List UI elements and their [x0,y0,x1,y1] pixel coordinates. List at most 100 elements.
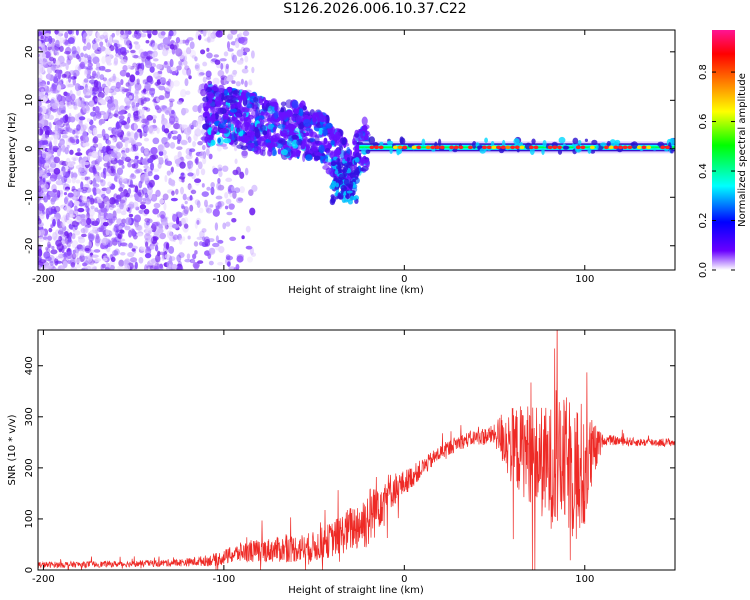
spectrum-speckle [189,49,197,58]
spectrum-speckle [240,37,248,46]
spectrum-speckle [145,221,151,226]
spectrum-blob [233,138,238,146]
spectrum-speckle [140,246,146,252]
spectrum-ridge-bump [368,136,376,145]
spectrum-speckle [157,213,161,218]
spectrum-ytick-label: -20 [24,238,35,254]
spectrum-blob [280,107,285,113]
spectrum-speckle [100,264,105,270]
spectrum-ridge-peak [453,145,459,150]
spectrum-speckle [88,152,94,158]
spectrum-tail [330,194,335,199]
spectrum-blob [208,98,213,104]
spectrum-speckle [218,170,223,178]
spectrum-speckle [131,101,135,109]
spectrum-speckle [217,201,222,208]
spectrum-speckle [40,88,45,96]
spectrum-ridge-peak [627,145,633,150]
spectrum-speckle [147,158,154,164]
spectrum-blob [246,129,255,137]
spectrum-speckle [155,189,161,197]
spectrum-ridge-peak [397,145,403,150]
colorbar: 0.0 0.2 0.4 0.6 0.8 Normalized spectral ampl… [698,30,748,278]
spectrum-blob [295,114,302,124]
spectrum-ridge-peak [430,145,436,150]
spectrum-speckle [84,176,89,181]
spectrum-speckle [38,128,44,136]
spectrum-speckle [156,63,163,70]
spectrum-tail [338,193,344,200]
spectrum-speckle [186,196,194,201]
spectrum-speckle [216,145,222,152]
spectrum-speckle [111,136,116,144]
spectrum-ridge-peak [618,145,623,150]
spectrum-speckle [133,54,139,59]
spectrum-ridge-peak [557,145,562,150]
snr-y-label: SNR (10 * v/v) [7,414,18,485]
spectrum-speckle [168,225,173,230]
spectrum-speckle [89,194,94,203]
spectrum-speckle [70,93,76,101]
spectrum-ridge-peak [528,145,534,150]
spectrum-speckle [166,170,171,176]
spectrum-speckle [226,211,233,216]
spectrum-tail [343,178,350,186]
spectrum-speckle [199,230,205,239]
spectrum-speckle [105,229,110,236]
spectrum-speckle [118,159,124,166]
spectrum-speckle [217,261,224,266]
spectrum-speckle [99,74,105,81]
spectrum-blob [205,87,213,93]
spectrum-ridge-bump [606,140,611,148]
spectrum-speckle [217,177,221,184]
spectrum-speckle [50,249,58,255]
spectrum-speckle [54,257,59,266]
spectrum-ridge-peak [369,145,375,150]
spectrum-speckle [125,105,131,109]
spectrum-blob [360,167,364,172]
spectrum-speckle [119,69,127,77]
spectrum-blob [235,127,241,133]
spectrum-speckle [152,52,156,58]
spectrum-blob [258,118,263,122]
spectrum-speckle [45,108,52,116]
spectrum-ridge-bump [356,141,364,145]
spectrum-speckle [178,238,183,245]
spectrum-speckle [194,56,198,62]
spectrum-speckle [65,186,70,191]
spectrum-speckle [50,133,57,139]
spectrum-tail [349,195,355,201]
spectrum-speckle [197,161,203,170]
spectrum-ridge-bump [652,147,657,151]
spectrum-tail [332,181,337,185]
spectrum-speckle [84,265,92,270]
spectrum-speckle [71,176,76,184]
spectrum-speckle [190,189,197,195]
spectrum-speckle [127,251,135,258]
spectrum-speckle [55,239,62,247]
snr-ytick-label: 300 [24,407,35,426]
spectrum-speckle [58,253,65,259]
spectrum-tail [338,169,343,173]
spectrum-speckle [234,41,240,49]
spectrum-speckle [49,260,54,266]
spectrum-speckle [192,141,197,148]
spectrum-speckle [78,116,86,121]
spectrum-speckle [39,213,45,220]
spectrum-speckle [209,204,214,208]
spectrum-ridge-peak [636,145,642,150]
spectrum-speckle [95,217,100,225]
spectrum-speckle [131,140,136,145]
spectrum-speckle [171,190,175,196]
spectrum-speckle [42,188,49,193]
spectrum-speckle [172,234,179,240]
spectrum-speckle [83,167,89,172]
spectrum-speckle [128,95,133,100]
spectrum-blob [266,142,273,149]
spectrum-speckle [48,35,53,44]
spectrum-speckle [235,81,241,87]
spectrum-blob [253,145,262,155]
spectrum-speckle [131,54,139,59]
spectrum-speckle [102,221,109,227]
spectrum-speckle [145,55,153,60]
